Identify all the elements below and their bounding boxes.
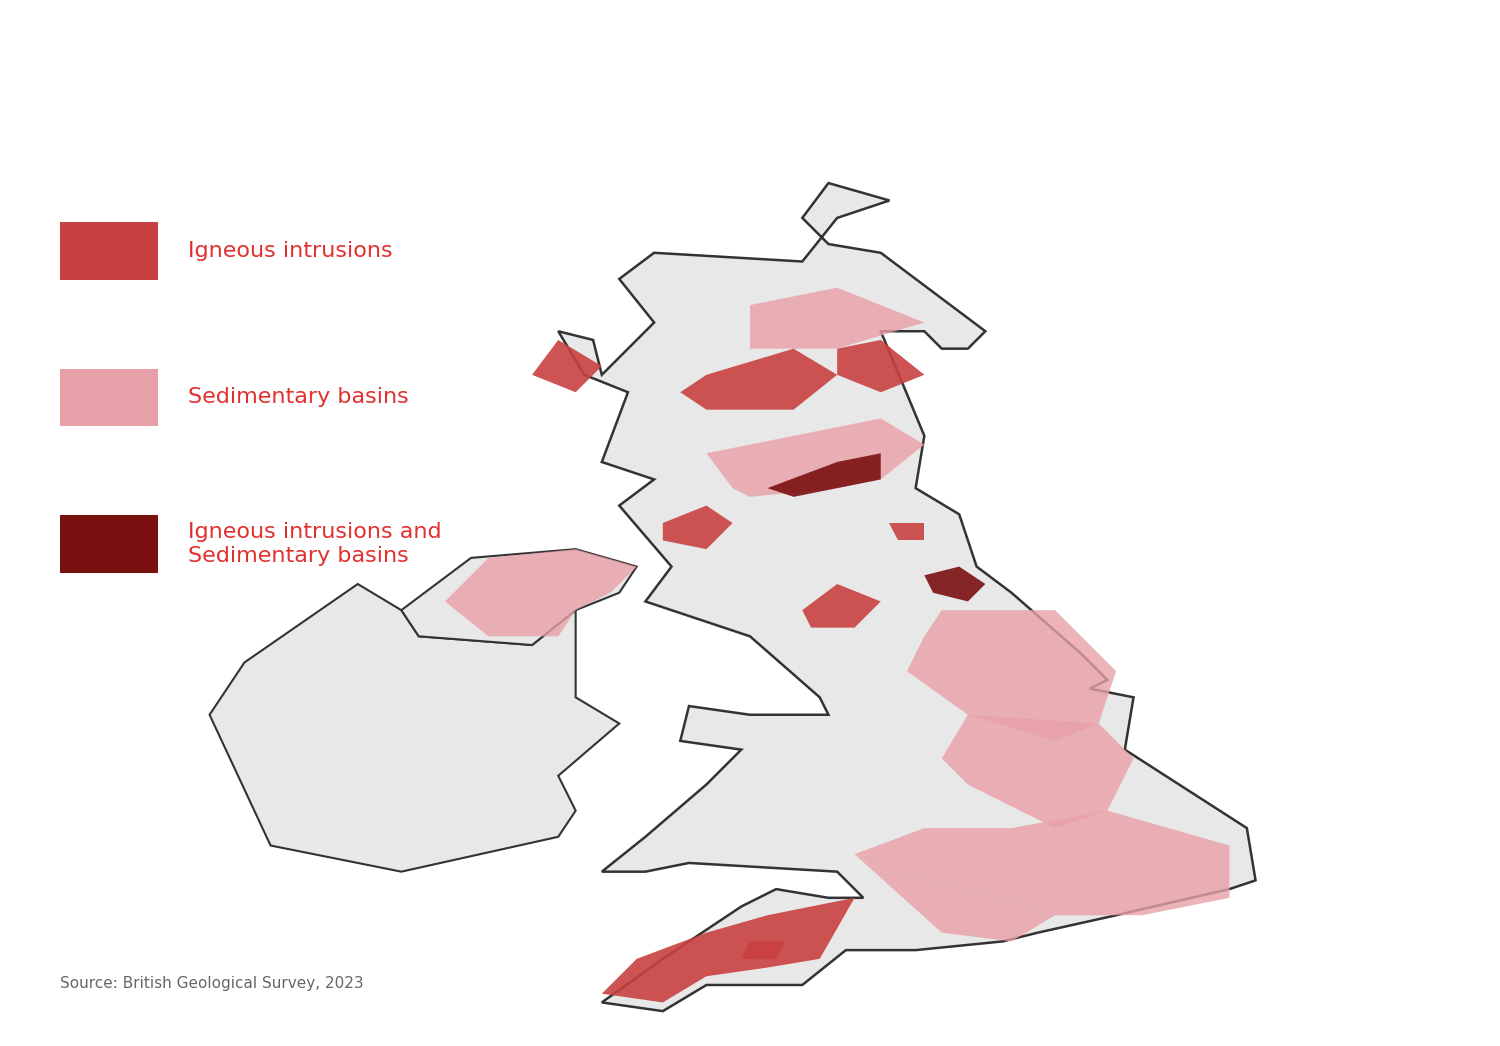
Polygon shape	[663, 505, 732, 549]
Polygon shape	[855, 811, 1230, 915]
Text: Igneous intrusions: Igneous intrusions	[188, 241, 392, 262]
Polygon shape	[750, 288, 924, 348]
Polygon shape	[602, 897, 855, 1002]
Polygon shape	[802, 584, 880, 628]
Polygon shape	[855, 855, 1054, 941]
Polygon shape	[942, 714, 1134, 828]
Polygon shape	[890, 523, 924, 541]
Polygon shape	[446, 549, 636, 636]
Text: Igneous intrusions and
Sedimentary basins: Igneous intrusions and Sedimentary basin…	[188, 522, 441, 566]
Polygon shape	[741, 941, 784, 959]
Polygon shape	[532, 340, 602, 392]
Polygon shape	[768, 453, 880, 497]
Polygon shape	[706, 418, 924, 497]
Polygon shape	[837, 340, 924, 392]
Polygon shape	[210, 584, 620, 871]
Polygon shape	[558, 183, 1256, 1011]
Text: Source: British Geological Survey, 2023: Source: British Geological Survey, 2023	[60, 976, 363, 991]
Polygon shape	[681, 348, 837, 410]
Text: Sedimentary basins: Sedimentary basins	[188, 387, 408, 408]
Polygon shape	[908, 610, 1116, 741]
Polygon shape	[402, 549, 636, 645]
Polygon shape	[924, 567, 986, 601]
